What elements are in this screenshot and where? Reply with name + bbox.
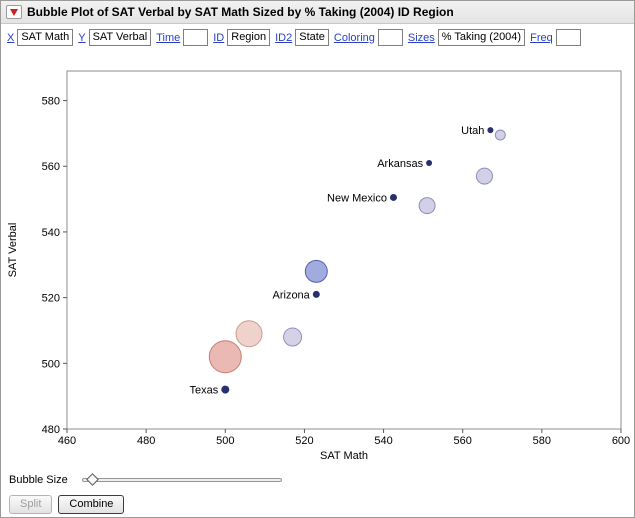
- bubble[interactable]: [235, 320, 263, 348]
- id2-role-link[interactable]: ID2: [275, 31, 293, 44]
- bubble-utah[interactable]: [487, 127, 494, 134]
- coloring-role-box[interactable]: [377, 29, 403, 46]
- window-title: Bubble Plot of SAT Verbal by SAT Math Si…: [27, 5, 454, 19]
- y-tick-label: 580: [42, 96, 60, 108]
- combine-button[interactable]: Combine: [58, 495, 125, 514]
- y-tick-label: 540: [42, 227, 60, 239]
- bubble-plot-svg: 460 480 500 520 540 560 580 6004805005205405605…: [7, 70, 630, 462]
- bubble-size-label: Bubble Size: [9, 473, 68, 486]
- plot-frame: [66, 70, 622, 430]
- x-tick-label: 540: [374, 435, 392, 447]
- bubble[interactable]: [304, 259, 328, 283]
- time-role-box[interactable]: [183, 29, 209, 46]
- bubble[interactable]: [208, 340, 242, 374]
- disclosure-button[interactable]: [6, 5, 22, 19]
- x-tick-label: 580: [533, 435, 551, 447]
- x-tick-label: 600: [612, 435, 630, 447]
- sizes-role-link[interactable]: Sizes: [407, 31, 435, 44]
- id2-role-box[interactable]: State: [295, 29, 329, 46]
- cast-controls-row: X SAT Math Y SAT Verbal Time ID Region I…: [1, 24, 634, 50]
- x-tick-label: 500: [216, 435, 234, 447]
- bubble-texas[interactable]: [221, 385, 230, 394]
- id-role-box[interactable]: Region: [227, 29, 271, 46]
- button-row: Split Combine: [9, 495, 125, 514]
- x-tick-label: 460: [58, 435, 76, 447]
- x-role-box[interactable]: SAT Math: [17, 29, 74, 46]
- x-role-link[interactable]: X: [7, 31, 15, 44]
- y-tick-label: 520: [42, 293, 60, 305]
- bubble-plot-area: 460 480 500 520 540 560 580 600 480 500 520 540 560 5…: [1, 55, 635, 469]
- y-tick-label: 480: [42, 424, 60, 436]
- point-label: Utah: [461, 125, 484, 137]
- bubble[interactable]: [283, 327, 303, 347]
- bubble-size-row: Bubble Size: [9, 472, 282, 486]
- y-role-box[interactable]: SAT Verbal: [88, 29, 152, 46]
- bubble-size-track[interactable]: [81, 478, 282, 482]
- freq-role-link[interactable]: Freq: [530, 31, 553, 44]
- x-tick-label: 480: [137, 435, 155, 447]
- coloring-role-link[interactable]: Coloring: [333, 31, 375, 44]
- x-tick-label: 520: [295, 435, 313, 447]
- red-triangle-icon: [10, 8, 18, 16]
- title-bar: Bubble Plot of SAT Verbal by SAT Math Si…: [1, 1, 634, 24]
- bubble-size-slider[interactable]: [81, 472, 282, 486]
- point-label: Arizona: [273, 289, 311, 301]
- sizes-role-box[interactable]: % Taking (2004): [437, 29, 526, 46]
- y-tick-label: 500: [42, 358, 60, 370]
- bubble-arkansas[interactable]: [426, 159, 433, 166]
- id-role-link[interactable]: ID: [213, 31, 225, 44]
- y-axis-label: SAT Verbal: [7, 223, 19, 278]
- x-tick-label: 560: [454, 435, 472, 447]
- point-label: New Mexico: [327, 192, 387, 204]
- bubble-new-mexico[interactable]: [389, 193, 397, 201]
- point-label: Texas: [190, 385, 219, 397]
- bubble-size-thumb[interactable]: [85, 472, 99, 486]
- point-label: Arkansas: [377, 158, 423, 170]
- freq-role-box[interactable]: [555, 29, 581, 46]
- bubble[interactable]: [418, 197, 436, 215]
- bubble[interactable]: [494, 129, 506, 141]
- bubble-arizona[interactable]: [312, 290, 320, 298]
- x-axis-label: SAT Math: [320, 450, 368, 462]
- y-tick-label: 560: [42, 161, 60, 173]
- bubble[interactable]: [475, 167, 493, 185]
- time-role-link[interactable]: Time: [156, 31, 181, 44]
- split-button[interactable]: Split: [9, 495, 53, 514]
- y-role-link[interactable]: Y: [78, 31, 86, 44]
